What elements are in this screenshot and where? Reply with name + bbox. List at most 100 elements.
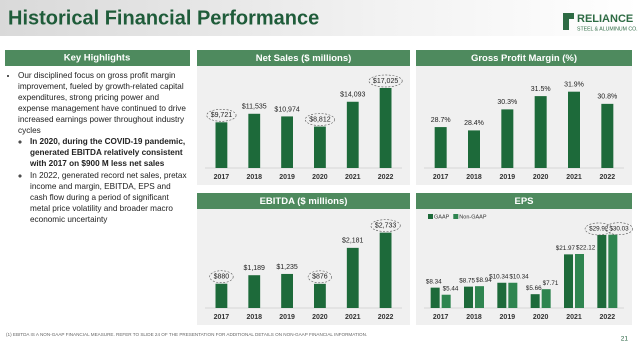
- highlight-ring: [304, 113, 335, 126]
- value-label: $30.03: [609, 225, 629, 232]
- highlight-ring: [368, 74, 403, 88]
- x-tick-label: 2020: [533, 314, 549, 321]
- value-label: $17,025: [373, 78, 398, 85]
- x-tick-label: 2017: [433, 174, 449, 181]
- bar: [601, 103, 614, 168]
- legend-label: Non-GAAP: [459, 214, 487, 220]
- value-label: $9,721: [211, 112, 233, 119]
- value-label: $21.97: [556, 245, 576, 252]
- highlights-title: Key Highlights: [64, 53, 131, 64]
- bar: [541, 289, 551, 308]
- value-label: 31.9%: [564, 82, 584, 89]
- highlight-ring: [584, 222, 613, 236]
- highlight-ring: [605, 222, 633, 235]
- value-label: 30.8%: [597, 94, 617, 101]
- chart-title: Net Sales ($ millions): [256, 53, 352, 64]
- footnote: (1) EBITDA IS A NON-GAAP FINANCIAL MEASU…: [6, 332, 367, 337]
- value-label: $11,535: [242, 104, 267, 111]
- bar: [508, 282, 518, 308]
- logo-icon: [563, 13, 574, 30]
- bullet-list: Our disciplined focus on gross profit ma…: [6, 71, 188, 226]
- bar: [464, 286, 473, 308]
- chart-panel: [197, 50, 410, 185]
- bar: [608, 234, 618, 308]
- bar: [379, 232, 392, 308]
- bullet: Our disciplined focus on gross profit ma…: [18, 71, 188, 226]
- x-tick-label: 2018: [466, 174, 482, 181]
- slide-title: Historical Financial Performance: [8, 7, 319, 29]
- x-tick-label: 2017: [433, 314, 449, 321]
- page-number: 21: [621, 336, 629, 343]
- x-tick-label: 2020: [533, 174, 549, 181]
- bar: [434, 127, 447, 168]
- logo-name: RELIANCE: [577, 13, 633, 25]
- x-tick-label: 2017: [214, 174, 230, 181]
- bar: [346, 247, 359, 308]
- value-label: 30.3%: [497, 99, 517, 106]
- highlight-ring: [370, 219, 401, 232]
- value-label: $876: [312, 274, 328, 281]
- value-label: $5.44: [443, 285, 459, 292]
- sub-bullet: In 2020, during the COVID-19 pandemic, g…: [30, 137, 188, 170]
- bar: [530, 294, 540, 308]
- bullet-text: Our disciplined focus on gross profit ma…: [18, 71, 186, 135]
- chart-header: [416, 193, 632, 209]
- chart-title: EBITDA ($ millions): [260, 196, 348, 207]
- value-label: 28.7%: [431, 117, 451, 124]
- x-tick-label: 2020: [312, 314, 328, 321]
- chart-panel: [416, 193, 632, 325]
- value-label: $5.66: [526, 285, 542, 292]
- bar: [564, 254, 573, 308]
- title-bar: [0, 0, 640, 36]
- value-label: $8.34: [426, 278, 442, 285]
- x-tick-label: 2022: [378, 314, 394, 321]
- highlights-body: Our disciplined focus on gross profit ma…: [6, 71, 188, 227]
- legend-swatch: [428, 214, 433, 219]
- highlights-header: [5, 50, 190, 66]
- legend-swatch: [453, 214, 459, 219]
- value-label: $14,093: [340, 92, 365, 99]
- bar: [281, 273, 293, 308]
- x-tick-label: 2022: [378, 174, 394, 181]
- value-label: $7.71: [543, 280, 559, 287]
- value-label: $880: [214, 274, 230, 281]
- x-tick-label: 2019: [279, 174, 295, 181]
- chart-title: EPS: [514, 196, 533, 207]
- bar: [534, 96, 547, 168]
- value-label: $29.92: [589, 226, 609, 233]
- value-label: $10,974: [274, 106, 299, 113]
- bar: [314, 126, 326, 168]
- bar: [575, 254, 584, 308]
- bar: [468, 130, 480, 168]
- value-label: $8,812: [309, 116, 331, 123]
- value-label: $1,235: [276, 264, 298, 271]
- x-tick-label: 2019: [500, 174, 516, 181]
- x-tick-label: 2021: [566, 174, 582, 181]
- value-label: $2,733: [375, 222, 397, 229]
- bar: [314, 283, 326, 308]
- bar: [430, 287, 440, 308]
- sub-bullet-list: In 2020, during the COVID-19 pandemic, g…: [18, 137, 188, 225]
- highlight-ring: [209, 270, 234, 284]
- x-tick-label: 2022: [600, 314, 616, 321]
- bar: [281, 116, 293, 168]
- x-tick-label: 2020: [312, 174, 328, 181]
- bar: [248, 113, 261, 168]
- x-tick-label: 2021: [345, 174, 361, 181]
- value-label: $22.12: [576, 245, 596, 252]
- bar: [441, 294, 451, 308]
- bar: [248, 275, 261, 308]
- bar: [215, 122, 228, 168]
- chart-header: [197, 50, 410, 66]
- bar: [346, 101, 359, 168]
- value-label: $2,181: [342, 238, 364, 245]
- value-label: $10.34: [509, 273, 529, 280]
- bar: [597, 234, 607, 308]
- chart-panel: [416, 50, 632, 185]
- chart-title: Gross Profit Margin (%): [471, 53, 577, 64]
- value-label: $8.75: [459, 277, 475, 284]
- x-tick-label: 2018: [246, 174, 262, 181]
- chart-header: [416, 50, 632, 66]
- x-tick-label: 2022: [600, 174, 616, 181]
